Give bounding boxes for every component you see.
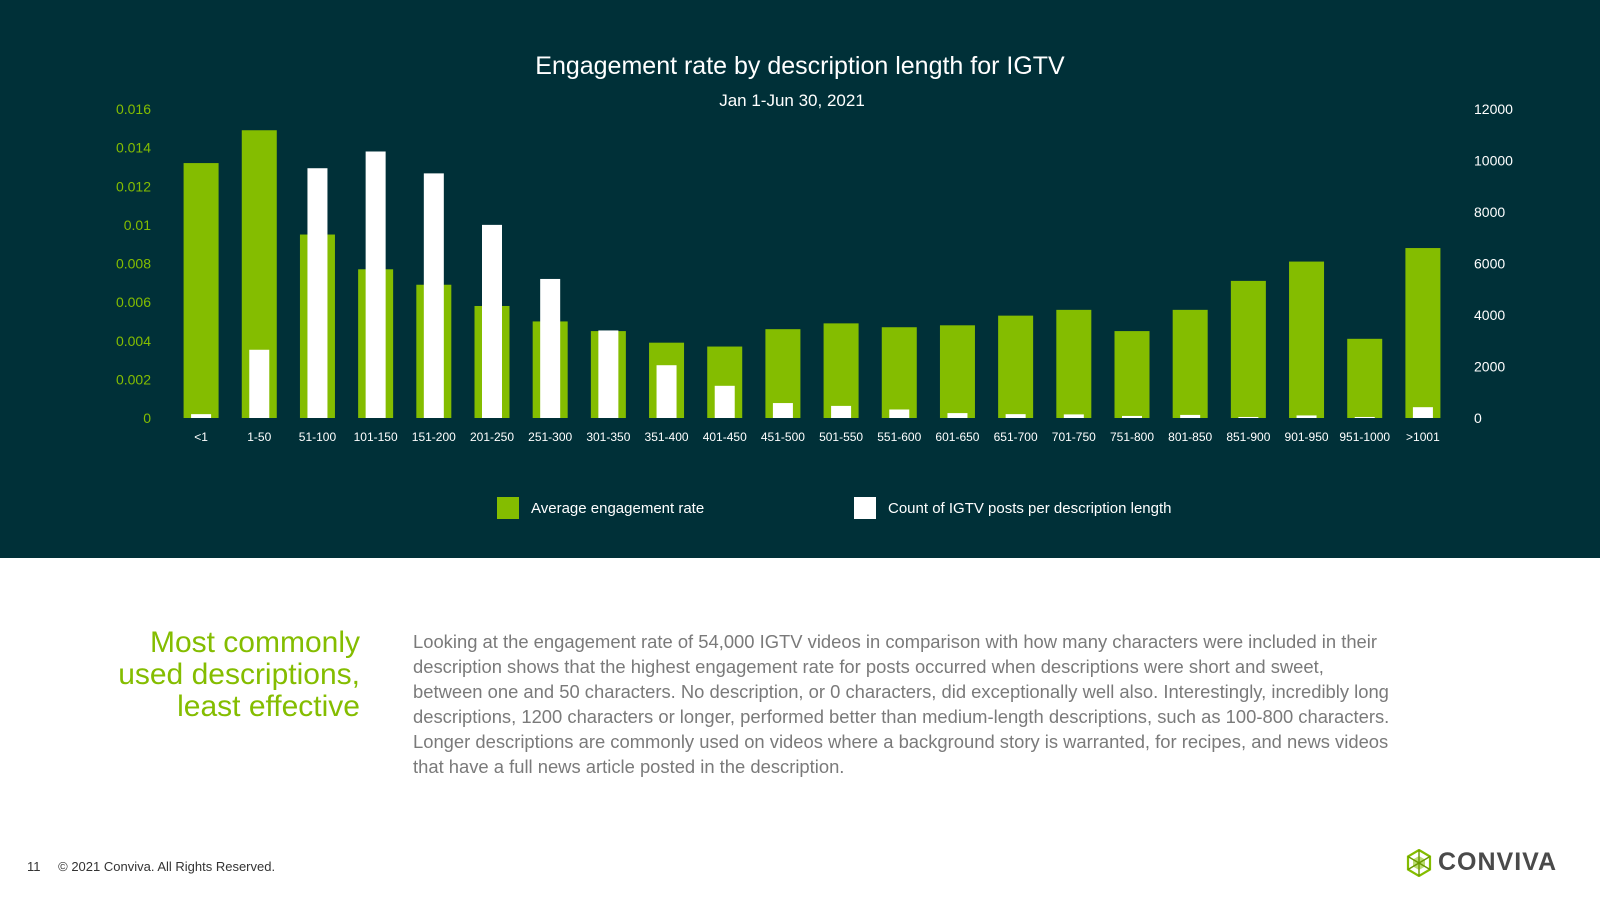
body-paragraph: Looking at the engagement rate of 54,000… (413, 629, 1473, 779)
bar-count (1238, 416, 1259, 418)
bar-count (1005, 414, 1026, 418)
bar-count (249, 349, 270, 418)
conviva-logo-icon (1406, 848, 1432, 877)
body-line: that have a full news article posted in … (413, 756, 845, 777)
chart-title: Engagement rate by description length fo… (535, 52, 1065, 80)
x-tick-label: 101-150 (354, 430, 398, 444)
page-number: 11 (27, 859, 41, 874)
y-tick-left: 0.01 (124, 217, 151, 233)
x-tick-label: 801-850 (1168, 430, 1212, 444)
bar-engagement (1289, 261, 1325, 418)
bar-engagement (998, 315, 1034, 418)
logo-text: CONVIVA (1438, 848, 1558, 876)
x-tick-label: >1001 (1406, 430, 1440, 444)
y-tick-right: 6000 (1474, 256, 1505, 272)
body-line: Looking at the engagement rate of 54,000… (413, 631, 1377, 652)
body-line: between one and 50 characters. No descri… (413, 681, 1389, 702)
copyright: © 2021 Conviva. All Rights Reserved. (58, 859, 276, 874)
bar-engagement (183, 163, 219, 418)
body-line: Longer descriptions are commonly used on… (413, 731, 1389, 752)
heading-line: Most commonly (149, 626, 360, 659)
y-tick-right: 8000 (1474, 204, 1505, 220)
x-tick-label: 351-400 (645, 430, 689, 444)
legend-item-count: Count of IGTV posts per description leng… (854, 497, 1171, 519)
x-tick-label: 151-200 (412, 430, 456, 444)
chart-plot: 0 0.002 0.004 0.006 0.008 0.01 0.012 0.014 0.016… (116, 101, 1513, 444)
bar-count (889, 409, 910, 418)
chart-panel: 0 0.002 0.004 0.006 0.008 0.01 0.012 0.014 0.016… (0, 0, 1600, 558)
bar-count (191, 414, 212, 418)
bar-count (714, 385, 735, 418)
x-tick-label: 551-600 (877, 430, 921, 444)
x-tick-label: 251-300 (528, 430, 572, 444)
bar-count (307, 168, 328, 418)
x-tick-label: 301-350 (586, 430, 630, 444)
y-tick-left: 0.002 (116, 371, 151, 387)
legend-item-engagement: Average engagement rate (497, 497, 704, 519)
section-heading: Most commonly used descriptions, least e… (60, 627, 360, 723)
bar-engagement (1172, 309, 1208, 418)
bar-engagement (939, 325, 975, 418)
bar-engagement (823, 323, 859, 418)
x-tick-label: 851-900 (1226, 430, 1270, 444)
bar-count (947, 413, 968, 418)
x-tick-label: 651-700 (994, 430, 1038, 444)
y-tick-right: 2000 (1474, 359, 1505, 375)
footer: 11 © 2021 Conviva. All Rights Reserved. (27, 859, 275, 874)
legend-swatch-green (497, 497, 519, 519)
bar-engagement (1347, 338, 1383, 418)
conviva-logo: CONVIVA (1406, 848, 1557, 877)
bar-engagement (1405, 248, 1441, 418)
bar-count (1122, 415, 1142, 418)
y-tick-right: 10000 (1474, 153, 1513, 169)
legend-label-engagement: Average engagement rate (531, 499, 705, 517)
x-tick-label: 401-450 (703, 430, 747, 444)
x-tick-label: 951-1000 (1339, 430, 1390, 444)
x-tick-label: 751-800 (1110, 430, 1154, 444)
bar-count (598, 330, 619, 418)
y-tick-left: 0.004 (116, 333, 151, 349)
x-tick-label: <1 (194, 430, 208, 444)
y-tick-right: 4000 (1474, 307, 1505, 323)
bar-count (1412, 407, 1433, 418)
bar-count (1063, 414, 1084, 418)
bar-engagement (1056, 309, 1092, 418)
bar-count (1354, 416, 1375, 418)
bar-count (1296, 415, 1317, 418)
body-line: descriptions, 1200 characters or longer,… (413, 706, 1390, 727)
x-tick-label: 701-750 (1052, 430, 1096, 444)
x-tick-label: 601-650 (935, 430, 979, 444)
y-tick-left: 0.008 (116, 256, 151, 272)
bar-count (772, 403, 793, 418)
bar-engagement (1114, 331, 1150, 418)
bar-count (831, 405, 852, 418)
heading-line: least effective (177, 690, 360, 723)
heading-line: used descriptions, (118, 658, 360, 691)
legend-swatch-white (854, 497, 876, 519)
x-tick-label: 501-550 (819, 430, 863, 444)
y-tick-left: 0.006 (116, 294, 151, 310)
x-tick-label: 451-500 (761, 430, 805, 444)
y-tick-left: 0 (143, 410, 151, 426)
bar-count (1180, 414, 1201, 418)
x-tick-label: 901-950 (1285, 430, 1329, 444)
bar-engagement (881, 327, 917, 418)
bar-count (482, 224, 502, 418)
bar-engagement (1230, 280, 1266, 418)
y-tick-right: 12000 (1474, 101, 1513, 117)
y-tick-left: 0.014 (116, 140, 151, 156)
y-tick-left: 0.012 (116, 178, 151, 194)
y-tick-right: 0 (1474, 410, 1482, 426)
bar-count (423, 173, 444, 418)
x-tick-label: 1-50 (247, 430, 271, 444)
body-line: description shows that the highest engag… (413, 656, 1324, 677)
bar-count (656, 365, 677, 418)
legend-label-count: Count of IGTV posts per description leng… (888, 499, 1172, 517)
x-tick-label: 51-100 (299, 430, 337, 444)
bar-count (365, 151, 386, 419)
bar-count (540, 278, 561, 418)
y-tick-left: 0.016 (116, 101, 151, 117)
x-tick-label: 201-250 (470, 430, 514, 444)
chart-subtitle: Jan 1-Jun 30, 2021 (719, 91, 865, 110)
